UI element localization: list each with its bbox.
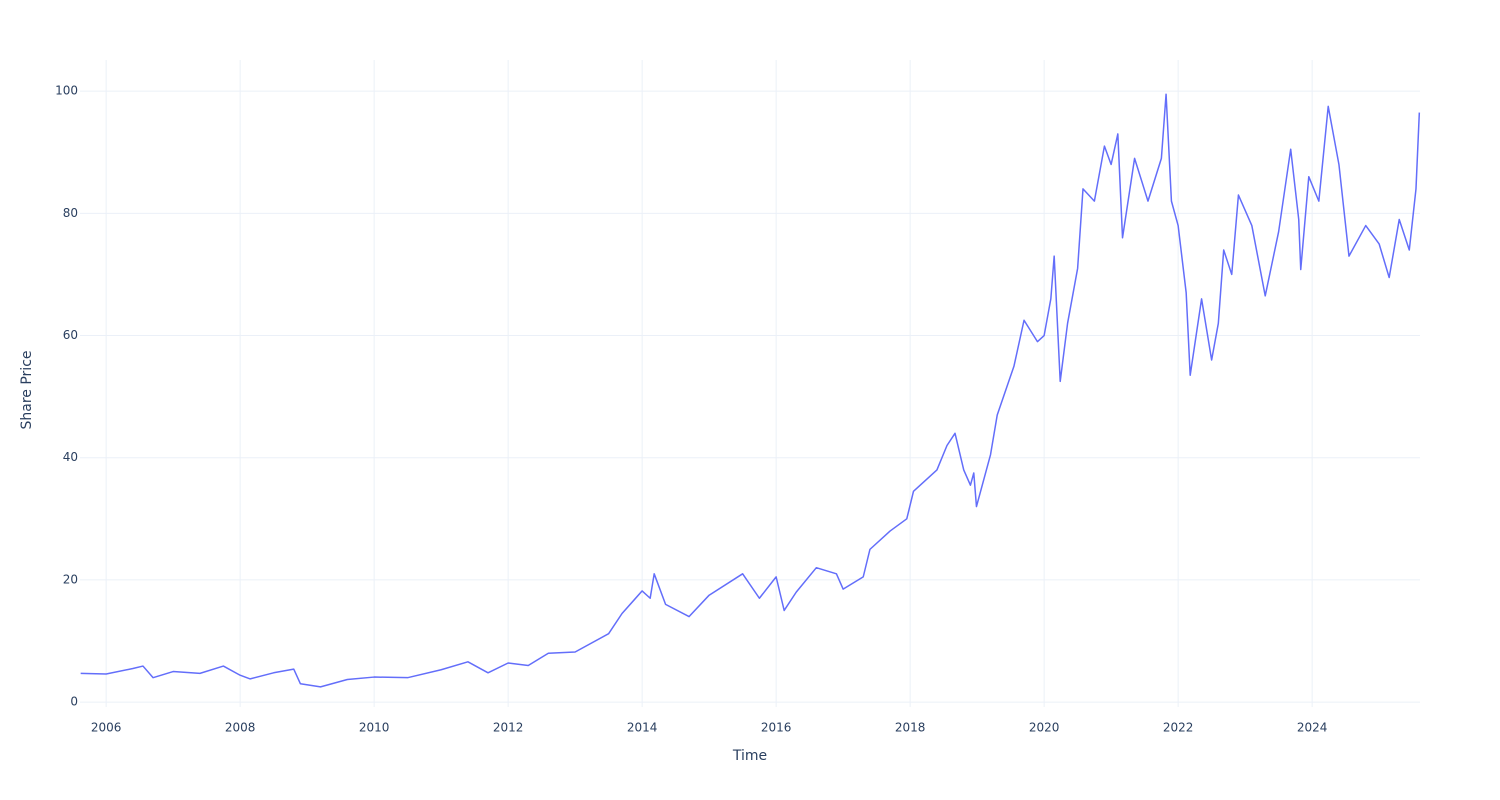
x-tick-label: 2008 [225,721,256,735]
y-tick-label: 100 [55,84,78,98]
y-tick-label: 40 [63,450,78,464]
y-tick-label: 60 [63,328,78,342]
x-tick-label: 2024 [1297,721,1328,735]
x-tick-label: 2014 [627,721,658,735]
x-tick-label: 2006 [91,721,122,735]
x-tick-label: 2020 [1029,721,1060,735]
y-tick-label: 80 [63,206,78,220]
line [80,93,1421,688]
y-axis-title: Share Price [19,350,35,429]
x-tick-label: 2012 [493,721,524,735]
x-tick-label: 2010 [359,721,390,735]
y-tick-label: 0 [70,695,78,709]
x-tick-label: 2018 [895,721,926,735]
x-tick-label: 2016 [761,721,792,735]
x-axis-title: Time [732,748,767,764]
y-tick-label: 20 [63,572,78,586]
x-tick-label: 2022 [1163,721,1194,735]
